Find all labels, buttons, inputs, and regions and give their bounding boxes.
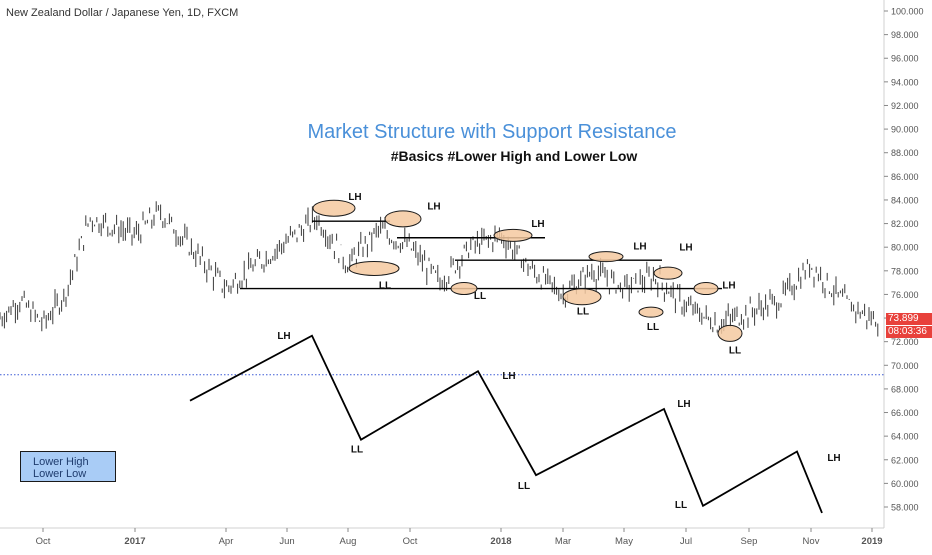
price-tick-label: 100.000: [891, 7, 924, 17]
highlight-ellipse: [348, 260, 400, 276]
highlight-ellipse: [384, 210, 422, 228]
zigzag-label: LH: [502, 371, 515, 382]
price-tick-label: 82.000: [891, 219, 919, 229]
annotation-label: LH: [722, 281, 735, 292]
price-tick-label: 60.000: [891, 479, 919, 489]
annotation-label: LL: [577, 307, 589, 318]
legend-box-line2: Lower Low: [33, 468, 87, 480]
price-tick-label: 96.000: [891, 54, 919, 64]
time-tick-label: Oct: [36, 536, 51, 547]
zigzag-label: LL: [675, 500, 687, 511]
time-tick-label: Nov: [803, 536, 820, 547]
highlight-ellipse: [450, 282, 478, 296]
annotation-label: LH: [427, 201, 440, 212]
headline-subtitle: #Basics #Lower High and Lower Low: [391, 148, 638, 164]
price-tick-label: 88.000: [891, 148, 919, 158]
price-tick-label: 62.000: [891, 455, 919, 465]
time-tick-label: Mar: [555, 536, 571, 547]
price-tick-label: 98.000: [891, 30, 919, 40]
zigzag-label: LL: [351, 445, 363, 456]
time-tick-label: Apr: [219, 536, 234, 547]
symbol-title: New Zealand Dollar / Japanese Yen, 1D, F…: [6, 7, 239, 19]
time-tick-label: Sep: [741, 536, 758, 547]
time-tick-label: Aug: [340, 536, 357, 547]
headline-title: Market Structure with Support Resistance: [307, 121, 676, 143]
annotation-label: LH: [531, 219, 544, 230]
time-tick-label: 2019: [861, 536, 882, 547]
highlight-ellipse: [562, 288, 602, 306]
highlight-ellipse: [312, 199, 356, 217]
zigzag-label: LH: [277, 331, 290, 342]
price-tick-label: 78.000: [891, 266, 919, 276]
highlight-ellipse: [717, 324, 743, 342]
highlight-ellipse: [693, 282, 719, 296]
time-tick-label: Oct: [403, 536, 418, 547]
price-tick-label: 84.000: [891, 195, 919, 205]
price-tick-label: 90.000: [891, 125, 919, 135]
legend-box: Lower High Lower Low: [20, 451, 116, 482]
time-tick-label: May: [615, 536, 633, 547]
annotation-label: LL: [474, 291, 486, 302]
zigzag-label: LL: [518, 481, 530, 492]
price-tick-label: 92.000: [891, 101, 919, 111]
zigzag-label: LH: [827, 453, 840, 464]
price-tick-label: 64.000: [891, 432, 919, 442]
zigzag-swing-line: [189, 334, 823, 514]
annotation-label: LH: [633, 242, 646, 253]
price-tick-label: 58.000: [891, 503, 919, 513]
price-tick-label: 66.000: [891, 408, 919, 418]
price-tick-label: 94.000: [891, 77, 919, 87]
last-price-badge: 73.899: [886, 313, 932, 325]
annotation-label: LL: [729, 345, 741, 356]
price-tick-label: 68.000: [891, 384, 919, 394]
time-tick-label: Jul: [680, 536, 692, 547]
annotation-label: LH: [348, 192, 361, 203]
price-tick-label: 72.000: [891, 337, 919, 347]
annotation-label: LL: [379, 281, 391, 292]
highlight-ellipse: [653, 266, 683, 280]
price-tick-label: 76.000: [891, 290, 919, 300]
countdown-badge: 08:03:36: [886, 326, 932, 338]
highlight-ellipse: [638, 306, 664, 318]
annotation-label: LH: [679, 243, 692, 254]
time-tick-label: 2018: [490, 536, 511, 547]
legend-box-line1: Lower High: [33, 456, 89, 468]
zigzag-label: LH: [677, 399, 690, 410]
time-tick-label: 2017: [124, 536, 145, 547]
highlight-ellipse: [588, 251, 624, 263]
price-tick-label: 80.000: [891, 243, 919, 253]
annotation-label: LL: [647, 322, 659, 333]
price-tick-label: 86.000: [891, 172, 919, 182]
highlight-ellipse: [493, 228, 533, 242]
time-tick-label: Jun: [279, 536, 294, 547]
price-tick-label: 70.000: [891, 361, 919, 371]
